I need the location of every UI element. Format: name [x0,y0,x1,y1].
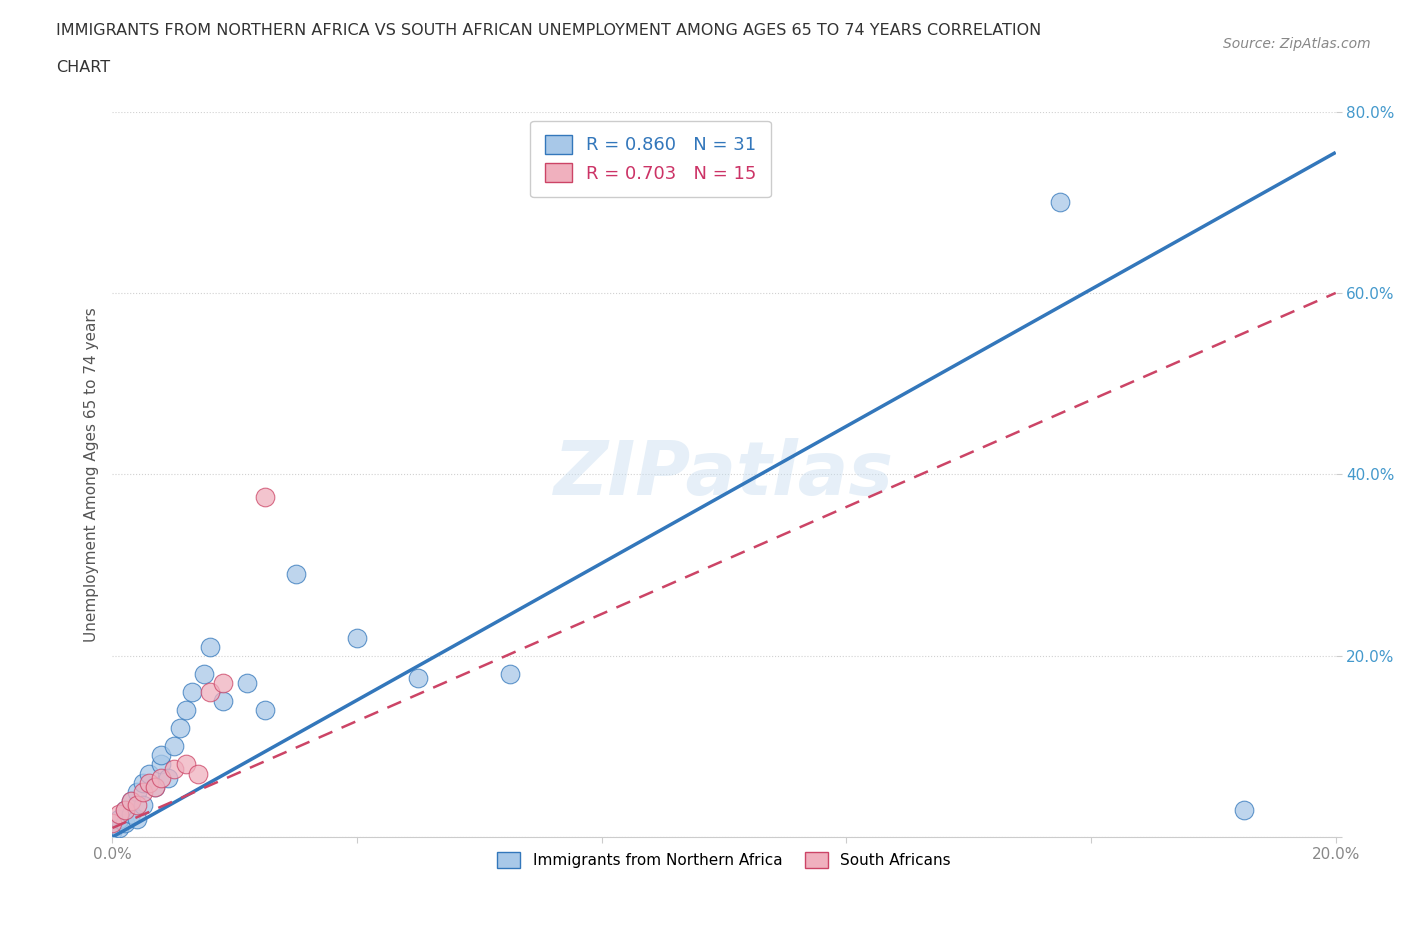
Text: ZIPatlas: ZIPatlas [554,438,894,511]
Point [132,784,155,799]
Point [114,803,136,817]
Point [120,793,142,808]
Point [125,798,148,813]
Point [114,816,136,830]
Point [143,779,166,794]
Point [169,721,191,736]
Point [156,771,179,786]
Point [254,489,277,504]
Point [114,803,136,817]
Point [408,671,430,685]
Text: IMMIGRANTS FROM NORTHERN AFRICA VS SOUTH AFRICAN UNEMPLOYMENT AMONG AGES 65 TO 7: IMMIGRANTS FROM NORTHERN AFRICA VS SOUTH… [56,23,1042,38]
Point [346,631,368,645]
Y-axis label: Unemployment Among Ages 65 to 74 years: Unemployment Among Ages 65 to 74 years [83,307,98,642]
Point [143,779,166,794]
Point [174,703,197,718]
Point [132,798,155,813]
Point [236,675,259,690]
Point [150,771,173,786]
Point [101,825,124,840]
Point [125,811,148,827]
Point [254,703,277,718]
Point [138,776,160,790]
Point [163,738,186,753]
Point [211,675,233,690]
Text: Source: ZipAtlas.com: Source: ZipAtlas.com [1223,37,1371,51]
Point [193,667,215,682]
Point [499,667,522,682]
Point [1049,195,1071,210]
Point [125,784,148,799]
Point [150,748,173,763]
Point [120,807,142,822]
Text: CHART: CHART [56,60,110,75]
Point [101,816,124,830]
Legend: Immigrants from Northern Africa, South Africans: Immigrants from Northern Africa, South A… [485,840,963,880]
Point [1233,803,1256,817]
Point [107,811,129,827]
Point [132,776,155,790]
Point [120,793,142,808]
Point [181,684,204,699]
Point [200,684,222,699]
Point [174,757,197,772]
Point [284,566,308,581]
Point [187,766,209,781]
Point [200,639,222,654]
Point [107,807,129,822]
Point [150,757,173,772]
Point [107,820,129,835]
Point [211,694,233,709]
Point [163,762,186,777]
Point [138,766,160,781]
